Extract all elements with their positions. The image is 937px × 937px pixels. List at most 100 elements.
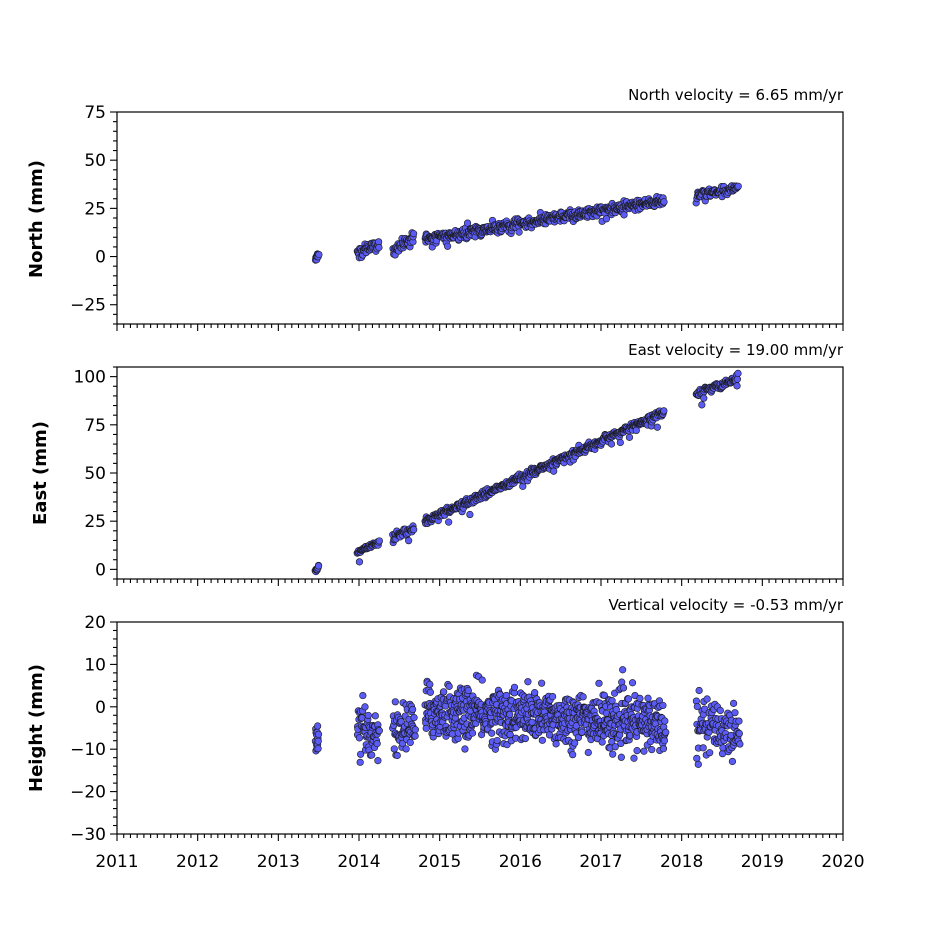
data-point <box>373 740 381 748</box>
data-point <box>607 440 616 448</box>
data-point <box>538 679 546 687</box>
data-point <box>617 753 625 761</box>
data-point <box>616 438 624 447</box>
data-point <box>411 732 419 740</box>
data-point <box>402 745 410 753</box>
data-point <box>616 731 624 739</box>
data-point <box>411 726 419 734</box>
data-point <box>478 676 486 684</box>
data-point <box>552 740 560 748</box>
y-tick-label: 25 <box>84 512 106 532</box>
data-point <box>648 746 656 754</box>
data-point <box>633 747 641 755</box>
data-point <box>628 679 637 687</box>
data-point <box>314 730 323 738</box>
data-point <box>448 730 456 738</box>
data-point <box>531 689 539 697</box>
data-point <box>468 729 477 737</box>
east-velocity-label: East velocity = 19.00 mm/yr <box>628 341 844 359</box>
data-point <box>466 510 474 519</box>
data-point <box>314 737 322 745</box>
data-point <box>521 734 530 743</box>
data-point <box>728 757 737 766</box>
x-tick-label: 2017 <box>579 852 622 872</box>
y-tick-label: 0 <box>95 248 106 268</box>
data-point <box>371 712 379 720</box>
data-point <box>355 734 364 742</box>
data-point <box>510 683 519 691</box>
data-point <box>515 228 523 236</box>
east-panel: East velocity = 19.00 mm/yr East (mm) 0 2… <box>30 341 844 586</box>
y-tick-label: 50 <box>84 464 106 484</box>
data-point <box>640 747 648 755</box>
x-tick-label: 2015 <box>418 852 461 872</box>
data-point <box>731 709 739 717</box>
data-point <box>524 678 532 686</box>
data-point <box>716 706 724 715</box>
data-point <box>695 686 703 695</box>
y-tick-label: 75 <box>84 103 106 123</box>
data-point <box>572 722 580 730</box>
data-point <box>409 705 417 714</box>
y-tick-label: −30 <box>70 825 106 845</box>
data-point <box>393 751 401 760</box>
data-point <box>624 695 633 703</box>
data-point <box>410 230 418 238</box>
data-point <box>730 699 738 707</box>
data-point <box>571 739 579 747</box>
data-point <box>611 743 619 751</box>
data-point <box>355 558 364 566</box>
data-point <box>315 250 323 259</box>
data-point <box>391 698 399 706</box>
y-tick-label: 0 <box>95 560 106 580</box>
data-point <box>659 701 667 710</box>
data-point <box>314 562 323 570</box>
data-point <box>735 729 743 738</box>
data-point <box>733 382 741 390</box>
data-point <box>445 682 453 690</box>
data-point <box>549 692 557 701</box>
data-point <box>443 242 452 250</box>
data-point <box>578 728 586 736</box>
y-tick-label: −10 <box>70 740 106 760</box>
data-point <box>584 748 592 757</box>
x-tick-label: 2013 <box>257 852 300 872</box>
x-tick-label: 2012 <box>176 852 219 872</box>
y-tick-label: 25 <box>84 199 106 219</box>
x-tick-label: 2019 <box>741 852 784 872</box>
data-point <box>608 697 616 705</box>
data-point <box>595 679 603 687</box>
data-point <box>609 750 617 758</box>
data-point <box>598 738 606 746</box>
data-point <box>703 695 711 703</box>
data-point <box>693 702 701 711</box>
data-point <box>406 738 414 747</box>
data-point <box>662 728 670 736</box>
height-data-points <box>311 666 744 768</box>
y-tick-label: 100 <box>74 368 106 388</box>
data-point <box>361 703 369 711</box>
x-tick-label: 2014 <box>337 852 380 872</box>
data-point <box>426 688 435 696</box>
data-point <box>734 182 742 190</box>
north-plot-frame <box>116 111 844 325</box>
data-point <box>375 243 383 252</box>
data-point <box>579 693 587 701</box>
north-axes: −25 0 25 50 75 <box>70 103 844 331</box>
east-plot-frame <box>116 366 844 580</box>
data-point <box>464 686 472 695</box>
data-point <box>440 688 448 696</box>
height-plot-frame <box>116 621 844 835</box>
data-point <box>314 745 322 753</box>
height-panel: Vertical velocity = -0.53 mm/yr Height (… <box>26 596 865 872</box>
east-axes: 0 25 50 75 100 <box>74 366 844 586</box>
y-tick-label: 75 <box>84 416 106 436</box>
data-point <box>422 724 430 732</box>
data-point <box>356 758 364 766</box>
data-point <box>636 694 644 702</box>
data-point <box>488 729 496 737</box>
data-point <box>698 401 706 409</box>
height-axes: −30 −20 −10 0 10 20 2011 2012 2013 2014 2015 2016 20… <box>70 613 865 872</box>
data-point <box>694 760 702 768</box>
data-point <box>410 714 418 722</box>
